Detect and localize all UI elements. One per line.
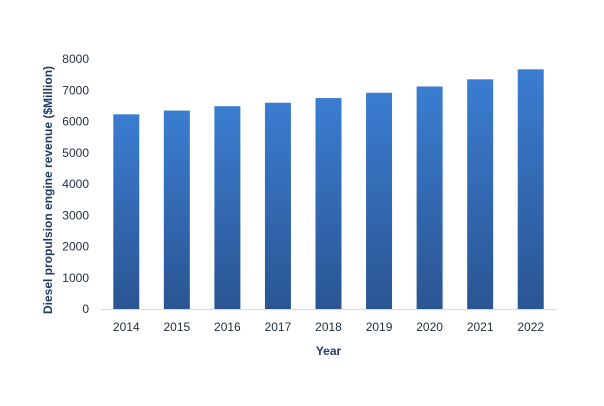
x-tick-label: 2019 (366, 320, 393, 334)
y-tick-label: 7000 (62, 83, 89, 97)
y-tick-label: 1000 (62, 271, 89, 285)
bar-2015 (163, 110, 190, 309)
bar-2021 (467, 79, 494, 309)
y-tick-label: 6000 (62, 115, 89, 129)
x-tick-label: 2017 (265, 320, 292, 334)
bar-2017 (264, 102, 291, 309)
x-axis-title: Year (316, 344, 342, 358)
x-tick-label: 2018 (315, 320, 342, 334)
x-tick-label: 2015 (163, 320, 190, 334)
bar-2019 (366, 92, 393, 309)
bar-2016 (214, 106, 241, 309)
x-axis-ticks: 2014 2015 2016 2017 2018 2019 2020 2021 2022 (113, 320, 544, 334)
y-tick-label: 0 (82, 302, 89, 316)
y-axis-title: Diesel propulsion engine revenue ($Milli… (41, 66, 55, 314)
y-tick-label: 4000 (62, 177, 89, 191)
y-axis-ticks: 0 1000 2000 3000 4000 5000 6000 7000 8000 (62, 52, 89, 316)
y-tick-label: 2000 (62, 240, 89, 254)
x-tick-label: 2021 (467, 320, 494, 334)
x-tick-label: 2022 (517, 320, 544, 334)
bar-2022 (517, 69, 544, 309)
y-tick-label: 8000 (62, 52, 89, 66)
x-tick-label: 2020 (416, 320, 443, 334)
bar-2014 (113, 114, 140, 309)
bar-2018 (315, 98, 342, 309)
y-tick-label: 3000 (62, 208, 89, 222)
x-tick-label: 2016 (214, 320, 241, 334)
y-tick-label: 5000 (62, 146, 89, 160)
bar-2020 (416, 86, 443, 309)
bars (113, 69, 544, 309)
x-tick-label: 2014 (113, 320, 140, 334)
